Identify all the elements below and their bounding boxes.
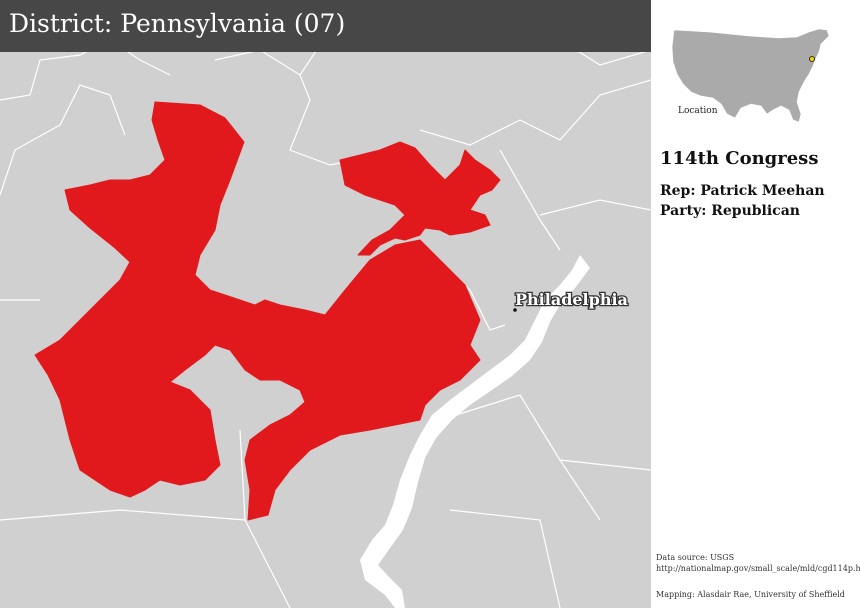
location-marker — [809, 56, 815, 62]
location-label: Location — [678, 106, 718, 116]
representative-text: Rep: Patrick Meehan — [660, 183, 825, 199]
mapping-credit: Mapping: Alasdair Rae, University of She… — [656, 590, 845, 599]
philadelphia-dot — [513, 308, 517, 312]
district-map: Philadelphia District: Pennsylvania (07) — [0, 0, 651, 608]
page-title: District: Pennsylvania (07) — [9, 9, 346, 38]
info-panel: Location 114th Congress Rep: Patrick Mee… — [651, 0, 860, 608]
party-text: Party: Republican — [660, 203, 800, 219]
river — [360, 255, 590, 608]
data-source-credit: Data source: USGS — [656, 553, 735, 562]
map-canvas: Philadelphia — [0, 0, 651, 608]
county-boundaries — [0, 0, 651, 608]
usa-silhouette — [671, 28, 830, 123]
congress-heading: 114th Congress — [660, 148, 819, 169]
title-bar: District: Pennsylvania (07) — [0, 0, 651, 52]
data-source-url: http://nationalmap.gov/small_scale/mld/c… — [656, 564, 860, 573]
philadelphia-label: Philadelphia — [515, 290, 628, 309]
us-locator-map — [671, 28, 830, 123]
district-07-area — [34, 101, 501, 521]
